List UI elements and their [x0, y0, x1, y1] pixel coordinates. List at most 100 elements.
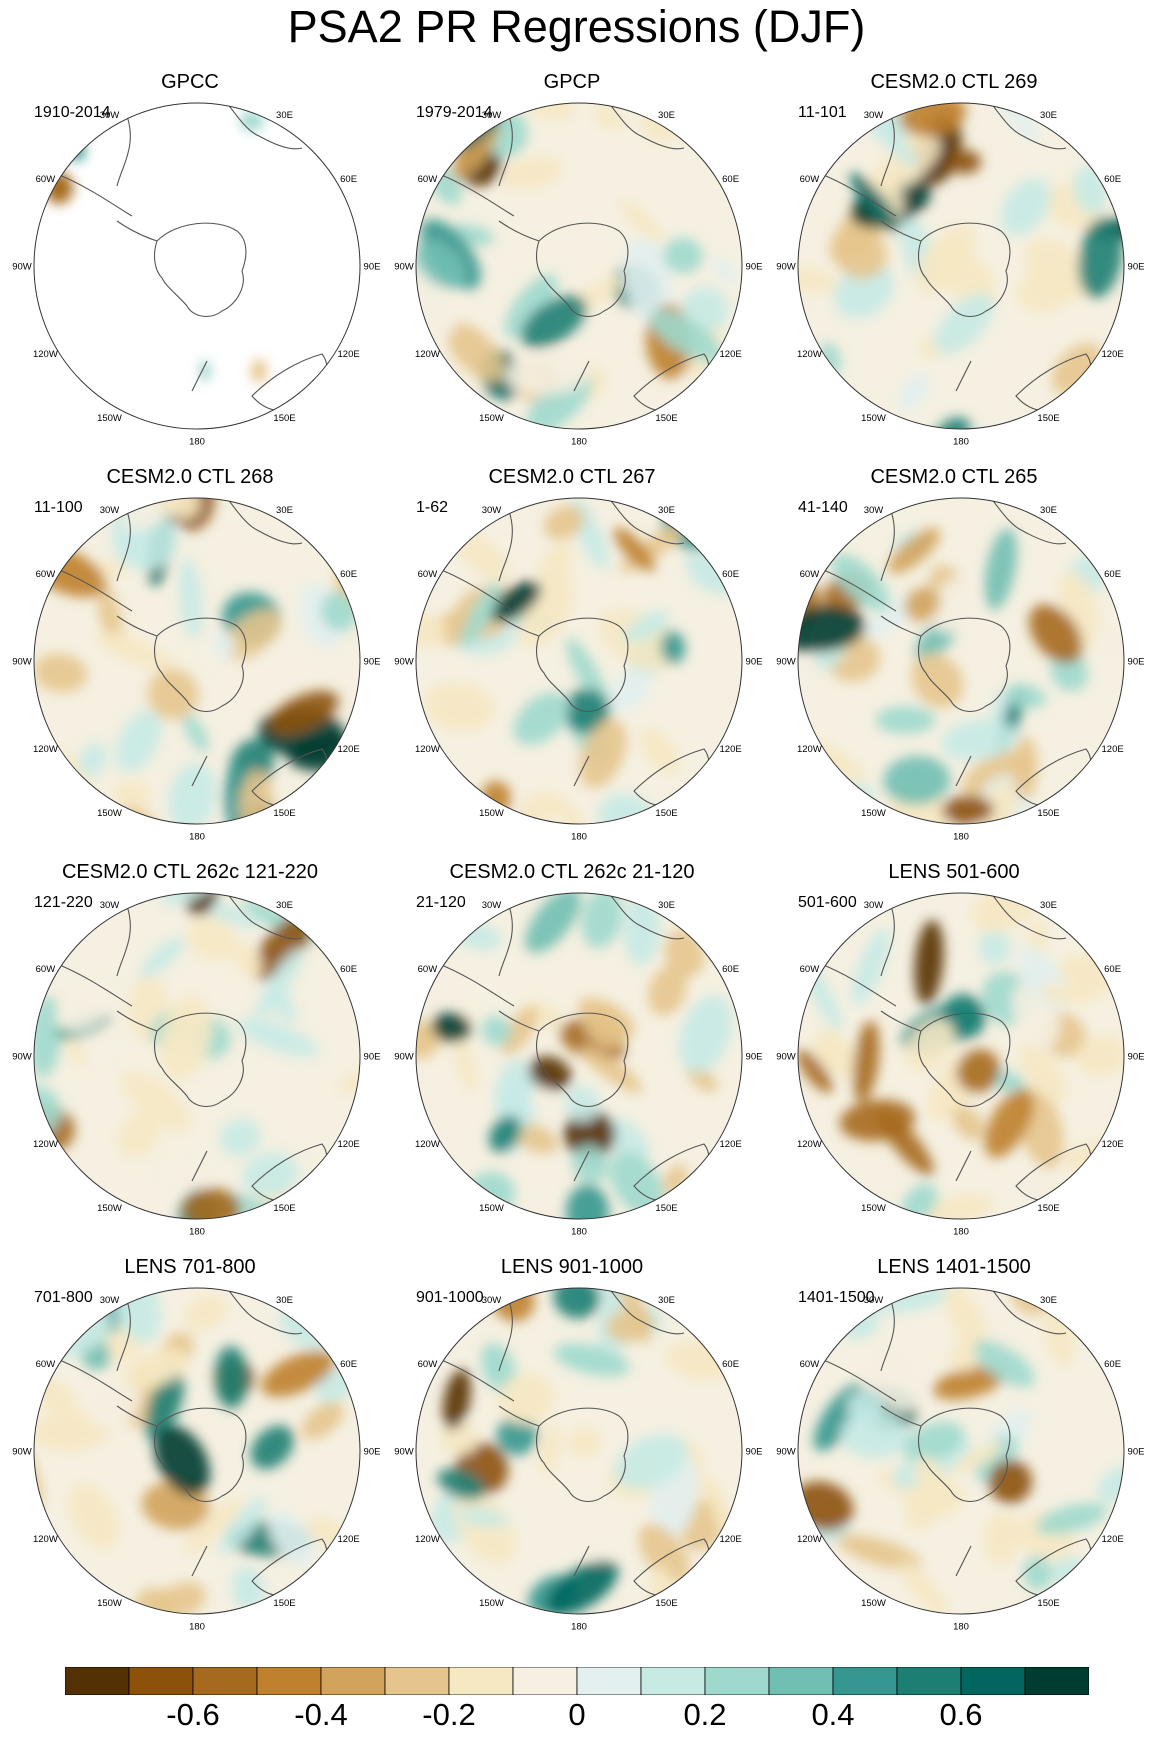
longitude-label: 180 [571, 1622, 587, 1633]
colorbar-tick-label: 0.6 [939, 1697, 983, 1732]
precip-field [416, 893, 742, 1219]
longitude-label: 150W [479, 1203, 504, 1214]
longitude-label: 150E [655, 808, 677, 819]
panel-period: 11-100 [34, 499, 83, 516]
longitude-label: 60W [418, 569, 438, 580]
map-panel: CESM2.0 CTL 262c 21-12021-120030E60E90E1… [382, 860, 762, 1260]
panel-title: LENS 501-600 [888, 861, 1020, 883]
colorbar-tick-label: 0.2 [683, 1697, 727, 1732]
longitude-label: 60E [340, 174, 357, 185]
coastlines [56, 893, 328, 1202]
longitude-label: 30E [276, 1295, 293, 1306]
longitude-label: 60W [800, 964, 820, 975]
map-panel: CESM2.0 CTL 26811-100030E60E90E120E150E1… [0, 465, 380, 865]
panel-period: 121-220 [34, 894, 93, 911]
precip-field [798, 103, 1124, 429]
longitude-label: 30W [100, 110, 120, 121]
longitude-label: 120E [338, 744, 360, 755]
longitude-label: 30W [100, 505, 120, 516]
longitude-label: 120E [720, 744, 742, 755]
longitude-label: 60W [36, 569, 56, 580]
panel-period: 1910-2014 [34, 104, 111, 121]
longitude-label: 60W [418, 1359, 438, 1370]
longitude-label: 60E [1104, 174, 1121, 185]
longitude-label: 60E [1104, 964, 1121, 975]
longitude-label: 150W [479, 808, 504, 819]
longitude-label: 60W [800, 1359, 820, 1370]
colorbar-swatch [1024, 1667, 1089, 1695]
map-panel: LENS 1401-15001401-1500030E60E90E120E150… [764, 1255, 1144, 1655]
longitude-label: 60E [722, 569, 739, 580]
map-panel: GPCP1979-2014030E60E90E120E150E180150W12… [382, 70, 762, 470]
longitude-label: 150E [1037, 1203, 1059, 1214]
longitude-label: 90E [1128, 1447, 1145, 1458]
longitude-label: 120W [797, 1534, 822, 1545]
panel-period: 21-120 [416, 894, 466, 911]
longitude-label: 30W [482, 110, 502, 121]
longitude-label: 150W [861, 1203, 886, 1214]
longitude-label: 30W [864, 505, 884, 516]
longitude-label: 150W [861, 1598, 886, 1609]
longitude-label: 90W [12, 1052, 32, 1063]
coastlines [820, 1288, 1092, 1597]
longitude-label: 60W [418, 174, 438, 185]
longitude-label: 180 [189, 832, 205, 843]
longitude-label: 120W [797, 1139, 822, 1150]
longitude-label: 30E [658, 110, 675, 121]
longitude-label: 30E [276, 505, 293, 516]
longitude-label: 120W [415, 1139, 440, 1150]
colorbar-swatch [576, 1667, 642, 1695]
longitude-label: 120E [338, 1534, 360, 1545]
longitude-label: 150E [1037, 808, 1059, 819]
longitude-label: 180 [953, 437, 969, 448]
longitude-label: 150E [273, 1598, 295, 1609]
panel-title: LENS 1401-1500 [877, 1256, 1031, 1278]
longitude-label: 30W [864, 900, 884, 911]
longitude-label: 30W [864, 1295, 884, 1306]
longitude-label: 150W [97, 808, 122, 819]
longitude-label: 180 [189, 437, 205, 448]
longitude-label: 90E [746, 657, 763, 668]
colorbar-swatch [192, 1667, 258, 1695]
longitude-label: 90W [12, 1447, 32, 1458]
colorbar-swatch [256, 1667, 322, 1695]
longitude-label: 60E [1104, 569, 1121, 580]
precip-field [34, 498, 360, 824]
colorbar-tick-label: -0.2 [422, 1697, 476, 1732]
longitude-label: 90E [746, 1447, 763, 1458]
longitude-label: 30W [482, 900, 502, 911]
longitude-label: 150E [1037, 1598, 1059, 1609]
longitude-label: 180 [571, 1227, 587, 1238]
colorbar-swatch [65, 1667, 130, 1695]
longitude-label: 90W [394, 657, 414, 668]
longitude-label: 120W [33, 349, 58, 360]
longitude-label: 30E [1040, 110, 1057, 121]
longitude-label: 30W [864, 110, 884, 121]
longitude-label: 120W [415, 1534, 440, 1545]
map-panel: CESM2.0 CTL 26911-101030E60E90E120E150E1… [764, 70, 1144, 470]
colorbar-swatch [448, 1667, 514, 1695]
precip-field [34, 1288, 360, 1614]
panel-title: CESM2.0 CTL 268 [106, 466, 274, 488]
precip-field [34, 893, 360, 1219]
precip-field [34, 103, 360, 429]
colorbar-swatch [896, 1667, 962, 1695]
map-panel: CESM2.0 CTL 2671-62030E60E90E120E150E180… [382, 465, 762, 865]
longitude-label: 90W [776, 262, 796, 273]
longitude-label: 180 [189, 1622, 205, 1633]
longitude-label: 90W [394, 1447, 414, 1458]
longitude-label: 30W [100, 1295, 120, 1306]
panel-period: 501-600 [798, 894, 857, 911]
longitude-label: 60E [340, 569, 357, 580]
panel-title: CESM2.0 CTL 269 [870, 71, 1038, 93]
longitude-label: 30E [276, 110, 293, 121]
precip-field [798, 1288, 1124, 1614]
longitude-label: 120E [720, 349, 742, 360]
colorbar [65, 1667, 1089, 1695]
